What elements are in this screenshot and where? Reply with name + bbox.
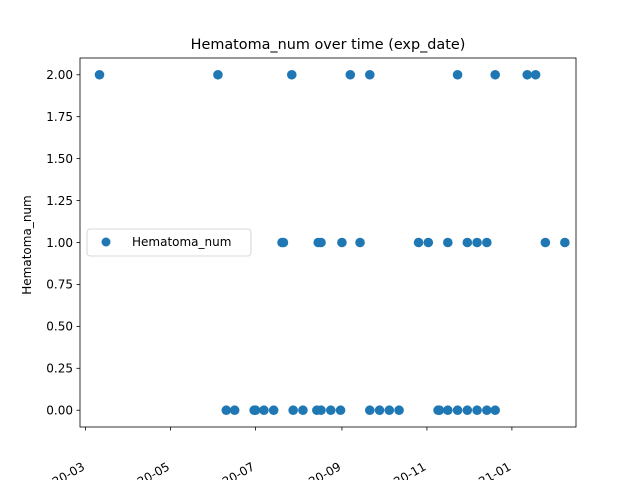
plot-area-frame [79,57,577,428]
data-point [259,405,269,416]
data-point [229,405,240,416]
data-point [452,69,463,80]
data-point [374,405,385,416]
data-point [325,405,336,416]
legend-marker [101,237,111,247]
data-point [490,405,500,416]
y-axis-ticks: 0.00 0.25 0.50 0.75 1.00 1.25 1.50 1.75 2.00 [46,68,80,418]
data-point [482,405,492,416]
data-point [540,237,551,248]
data-point [423,237,434,248]
y-tick-label: 1.25 [46,194,73,208]
data-point [221,405,232,416]
y-tick-label: 2.00 [46,68,73,82]
data-point [413,237,424,248]
y-tick-label: 0.50 [46,320,73,334]
chart-title: Hematoma_num over time (exp_date) [191,37,466,53]
data-point [472,237,482,248]
data-point [472,405,482,416]
y-tick-label: 0.25 [46,362,73,376]
y-axis-label: Hematoma_num [20,195,34,294]
legend: Hematoma_num [86,228,252,257]
data-point [213,69,223,80]
y-tick-label: 0.00 [46,404,73,418]
data-point [286,69,297,80]
data-point [462,405,473,416]
data-point [384,405,395,416]
data-point [522,69,533,80]
data-point [355,237,365,248]
data-point [452,405,463,416]
legend-frame [86,228,252,257]
data-point [278,237,289,248]
data-point [268,405,279,416]
legend-label: Hematoma_num [132,235,231,249]
data-point [443,237,453,248]
data-point [482,237,492,248]
data-point [250,405,261,416]
y-tick-label: 1.00 [46,236,73,250]
data-point [443,405,453,416]
data-point [560,237,570,248]
data-point [288,405,298,416]
data-point [94,69,105,80]
data-point [490,69,500,80]
data-point [394,405,404,416]
data-point [316,405,326,416]
data-points [94,69,570,416]
y-tick-label: 0.75 [46,278,73,292]
data-point [530,69,541,80]
y-tick-label: 1.50 [46,152,73,166]
data-point [364,405,375,416]
data-point [335,405,346,416]
data-point [434,405,445,416]
data-point [316,237,326,248]
data-point [337,237,347,248]
data-point [462,237,473,248]
data-point [364,69,375,80]
data-point [298,405,308,416]
data-point [345,69,356,80]
y-tick-label: 1.75 [46,110,73,124]
